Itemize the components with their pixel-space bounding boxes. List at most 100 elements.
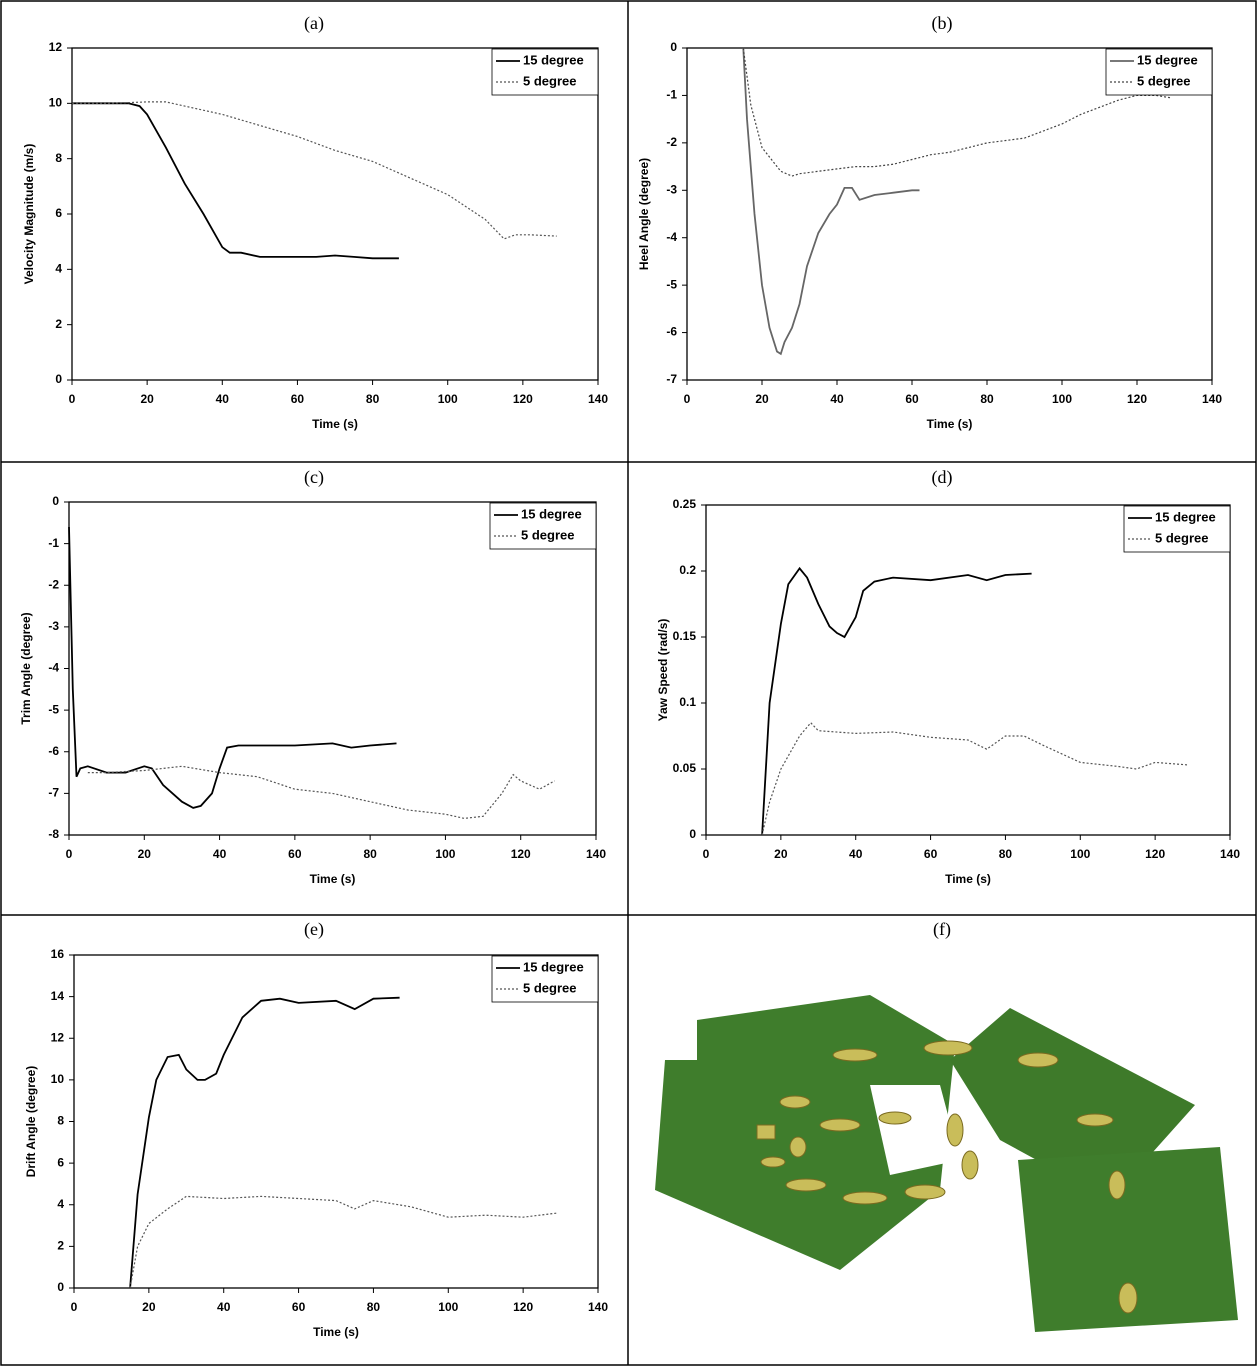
legend-label: 5 degree xyxy=(521,527,574,542)
x-tick-label: 0 xyxy=(66,847,73,861)
y-tick-label: 8 xyxy=(57,1114,64,1128)
x-tick-label: 120 xyxy=(1145,847,1165,861)
y-tick-label: 0 xyxy=(55,372,62,386)
y-tick-label: -6 xyxy=(48,744,59,758)
x-tick-label: 80 xyxy=(980,392,994,406)
legend-label: 5 degree xyxy=(1155,530,1208,545)
y-tick-label: 6 xyxy=(55,206,62,220)
y-axis-label: Drift Angle (degree) xyxy=(24,1066,38,1178)
x-axis-label: Time (s) xyxy=(313,1325,359,1339)
y-tick-label: -1 xyxy=(666,88,677,102)
x-tick-label: 0 xyxy=(69,392,76,406)
y-tick-label: 0.2 xyxy=(679,563,696,577)
y-tick-label: -3 xyxy=(48,619,59,633)
x-tick-label: 80 xyxy=(366,392,380,406)
x-tick-label: 40 xyxy=(216,392,230,406)
x-axis-label: Time (s) xyxy=(927,417,973,431)
y-axis-label: Trim Angle (degree) xyxy=(19,612,33,724)
y-tick-label: 4 xyxy=(55,262,62,276)
y-tick-label: -4 xyxy=(666,230,677,244)
panel-label: (a) xyxy=(304,13,324,34)
legend-label: 15 degree xyxy=(1137,52,1198,67)
y-tick-label: 2 xyxy=(57,1239,64,1253)
plot-area xyxy=(69,502,596,835)
x-tick-label: 140 xyxy=(1220,847,1240,861)
y-axis-label: Velocity Magnitude (m/s) xyxy=(22,144,36,285)
x-tick-label: 140 xyxy=(1202,392,1222,406)
x-tick-label: 0 xyxy=(684,392,691,406)
legend-label: 15 degree xyxy=(523,959,584,974)
panel-label: (b) xyxy=(932,13,953,34)
y-tick-label: 0 xyxy=(57,1280,64,1294)
x-tick-label: 40 xyxy=(849,847,863,861)
y-tick-label: 0 xyxy=(689,827,696,841)
x-tick-label: 120 xyxy=(513,1300,533,1314)
plot-area xyxy=(72,48,598,380)
x-tick-label: 100 xyxy=(1070,847,1090,861)
legend-label: 5 degree xyxy=(523,980,576,995)
legend-label: 15 degree xyxy=(521,506,582,521)
y-tick-label: 16 xyxy=(51,947,65,961)
y-tick-label: 0.25 xyxy=(673,497,697,511)
y-tick-label: -7 xyxy=(666,372,677,386)
data-line xyxy=(72,103,399,258)
y-tick-label: 0.1 xyxy=(679,695,696,709)
y-tick-label: 4 xyxy=(57,1197,64,1211)
y-tick-label: -5 xyxy=(48,702,59,716)
y-tick-label: 6 xyxy=(57,1155,64,1169)
x-tick-label: 40 xyxy=(217,1300,231,1314)
y-tick-label: 0 xyxy=(670,40,677,54)
x-tick-label: 60 xyxy=(292,1300,306,1314)
y-tick-label: 0.15 xyxy=(673,629,697,643)
x-tick-label: 100 xyxy=(438,392,458,406)
x-axis-label: Time (s) xyxy=(310,872,356,886)
x-tick-label: 0 xyxy=(703,847,710,861)
y-tick-label: -1 xyxy=(48,536,59,550)
x-tick-label: 20 xyxy=(138,847,152,861)
x-tick-label: 80 xyxy=(367,1300,381,1314)
panel-label: (c) xyxy=(304,467,324,488)
x-tick-label: 0 xyxy=(71,1300,78,1314)
x-tick-label: 60 xyxy=(288,847,302,861)
legend-label: 15 degree xyxy=(1155,509,1216,524)
data-line xyxy=(130,998,400,1288)
data-line xyxy=(88,766,555,818)
x-tick-label: 40 xyxy=(213,847,227,861)
figure: (f) (a)020406080100120140024681012Time (… xyxy=(0,0,1257,1366)
y-tick-label: -4 xyxy=(48,661,59,675)
x-tick-label: 100 xyxy=(1052,392,1072,406)
x-tick-label: 140 xyxy=(588,1300,608,1314)
data-line xyxy=(762,568,1032,835)
x-tick-label: 60 xyxy=(905,392,919,406)
plot-area xyxy=(687,48,1212,380)
x-tick-label: 20 xyxy=(774,847,788,861)
data-line xyxy=(130,1196,557,1288)
y-tick-label: -6 xyxy=(666,325,677,339)
x-tick-label: 80 xyxy=(363,847,377,861)
panel-label: (f) xyxy=(933,919,951,940)
y-tick-label: -3 xyxy=(666,182,677,196)
panel-label: (e) xyxy=(304,919,324,940)
y-tick-label: 2 xyxy=(55,317,62,331)
y-tick-label: 8 xyxy=(55,151,62,165)
y-tick-label: 12 xyxy=(51,1030,65,1044)
y-tick-label: 12 xyxy=(49,40,63,54)
y-tick-label: 0.05 xyxy=(673,761,697,775)
legend-label: 5 degree xyxy=(523,73,576,88)
y-tick-label: 10 xyxy=(49,96,63,110)
x-tick-label: 100 xyxy=(435,847,455,861)
x-tick-label: 60 xyxy=(924,847,938,861)
panel-label: (d) xyxy=(932,467,953,488)
data-line xyxy=(72,102,557,239)
x-tick-label: 100 xyxy=(438,1300,458,1314)
x-tick-label: 120 xyxy=(511,847,531,861)
y-tick-label: -7 xyxy=(48,786,59,800)
simulation-image xyxy=(655,995,1238,1332)
y-tick-label: 10 xyxy=(51,1072,65,1086)
x-tick-label: 60 xyxy=(291,392,305,406)
x-tick-label: 20 xyxy=(142,1300,156,1314)
y-tick-label: -8 xyxy=(48,827,59,841)
x-tick-label: 140 xyxy=(586,847,606,861)
x-tick-label: 40 xyxy=(830,392,844,406)
y-axis-label: Yaw Speed (rad/s) xyxy=(656,619,670,722)
